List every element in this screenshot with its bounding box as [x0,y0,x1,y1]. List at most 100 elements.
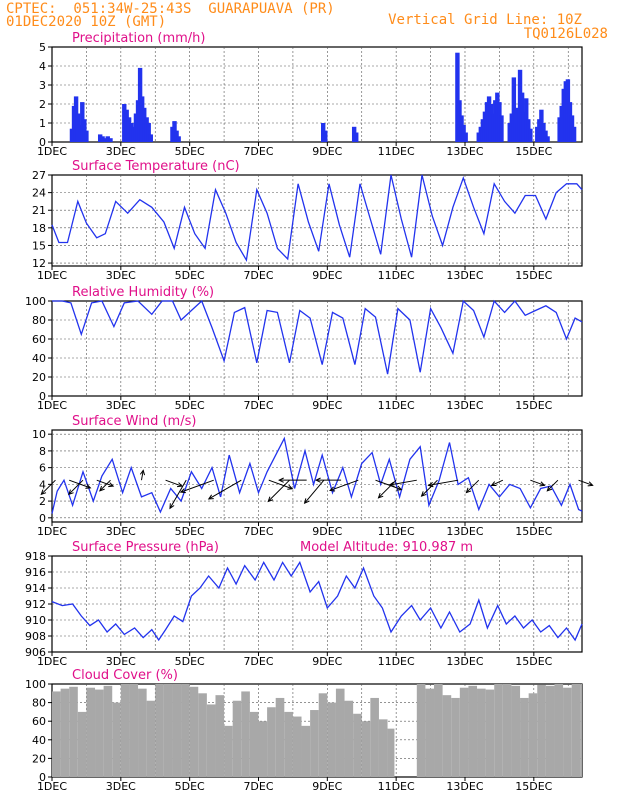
cloud-cover-bar [554,684,564,777]
cloud-cover-bar [224,725,233,777]
cloud-cover-bar [284,711,293,777]
wind-vector-head [329,486,336,492]
temperature-ytick-label: 15 [32,239,46,252]
wind-line [51,436,583,514]
wind-xtick-label: 9DEC [312,525,342,538]
wind-vector-head [465,487,472,494]
cloud-cover-ytick-label: 0 [39,771,46,784]
precipitation-bar [499,115,504,142]
cloud-cover-bar [112,702,121,777]
temperature-ytick-label: 18 [32,222,46,235]
cloud-cover-bar [267,707,276,777]
cloud-cover-bar [69,686,78,777]
precipitation-bar [323,130,328,142]
precipitation-bar [148,134,153,142]
precipitation-ytick-label: 3 [39,79,46,92]
cloud-cover-bar [502,684,512,777]
cloud-cover-xtick-label: 7DEC [243,780,273,793]
wind-vector [96,479,114,487]
cloud-cover-bar [344,700,354,777]
wind-vector-head [85,483,92,489]
precipitation-xtick-label: 11DEC [378,145,415,158]
pressure-xtick-label: 11DEC [378,655,415,668]
wind-vector [329,479,359,491]
wind-vector [428,479,459,486]
wind-ytick-label: 6 [39,462,46,475]
temperature-ytick-label: 12 [32,257,46,270]
pressure-xtick-label: 3DEC [106,655,136,668]
temperature-xtick-label: 5DEC [175,269,205,282]
pressure-xtick-label: 13DEC [446,655,483,668]
wind-vector [466,479,480,493]
cloud-cover-bar [451,697,460,777]
precipitation-ytick-label: 5 [39,41,46,54]
precipitation-bar [100,136,105,142]
wind-vector [165,479,183,487]
pressure-title: Surface Pressure (hPa) [72,540,219,555]
precipitation-bar [146,123,151,142]
temperature-xtick-label: 15DEC [515,269,552,282]
temperature-ytick-label: 27 [32,169,46,182]
wind-frame [51,429,583,523]
cloud-cover-bar [77,711,87,777]
wind-vector [530,479,545,486]
cloud-cover-ytick-label: 40 [32,734,46,747]
pressure-ytick-label: 914 [25,582,46,595]
wind-vector-head [539,481,546,487]
wind-vector [491,479,504,486]
cloud-cover-bar [378,719,388,777]
wind-xtick-label: 3DEC [106,525,136,538]
temperature-frame [51,174,583,267]
cloud-cover-bar [442,695,452,777]
wind-vector-head [68,489,74,496]
cloud-cover-bar [318,693,328,777]
wind-vector-head [377,492,384,499]
cloud-cover-bar [120,684,130,777]
wind-vector-head [40,489,47,496]
precipitation-bar [84,130,89,142]
cloud-cover-bar [494,684,503,777]
cloud-cover-bar [545,685,555,777]
wind-xtick-label: 13DEC [446,525,483,538]
cloud-cover-bar [95,689,104,777]
humidity-title: Relative Humidity (%) [72,285,214,300]
cloud-cover-bar [301,725,311,777]
cloud-cover-bar [477,688,486,777]
precipitation-bar [571,126,577,142]
cloud-cover-ytick-label: 20 [32,752,46,765]
wind-vector-head [303,498,310,505]
cloud-cover-bar [232,700,242,777]
humidity-xtick-label: 13DEC [446,399,483,412]
wind-vector [208,479,242,500]
wind-vector [99,479,111,492]
wind-vector [304,479,325,504]
precipitation-bar [124,109,129,142]
wind-ytick-label: 8 [39,445,46,458]
precipitation-ytick-label: 1 [39,117,46,130]
precipitation-frame [51,46,583,143]
cloud-cover-bar [181,684,190,777]
temperature-xtick-label: 13DEC [446,269,483,282]
humidity-xtick-label: 1DEC [37,399,67,412]
precipitation-bar [105,136,110,142]
cloud-cover-bar [468,685,478,777]
precipitation-xtick-label: 1DEC [37,145,67,158]
precipitation-bar [122,104,127,142]
precipitation-title: Precipitation (mm/h) [72,31,205,46]
cloud-cover-bar [537,684,546,777]
pressure-xtick-label: 9DEC [312,655,342,668]
wind-ytick-label: 10 [32,428,46,441]
pressure-ytick-label: 906 [25,646,46,659]
grid-line-header: Vertical Grid Line: 10Z [388,12,582,28]
model-code-header: TQ0126L028 [523,26,608,42]
cloud-cover-bar [563,687,572,777]
cloud-cover-ytick-label: 100 [25,678,46,691]
wind-ytick-label: 2 [39,495,46,508]
humidity-ytick-label: 80 [32,314,46,327]
humidity-xtick-label: 11DEC [378,399,415,412]
cloud-cover-bar [425,688,435,777]
precipitation-bar [528,128,533,142]
cloud-cover-bar [528,693,538,777]
cloud-cover-bar [370,697,379,777]
wind-vector-head [176,482,184,488]
